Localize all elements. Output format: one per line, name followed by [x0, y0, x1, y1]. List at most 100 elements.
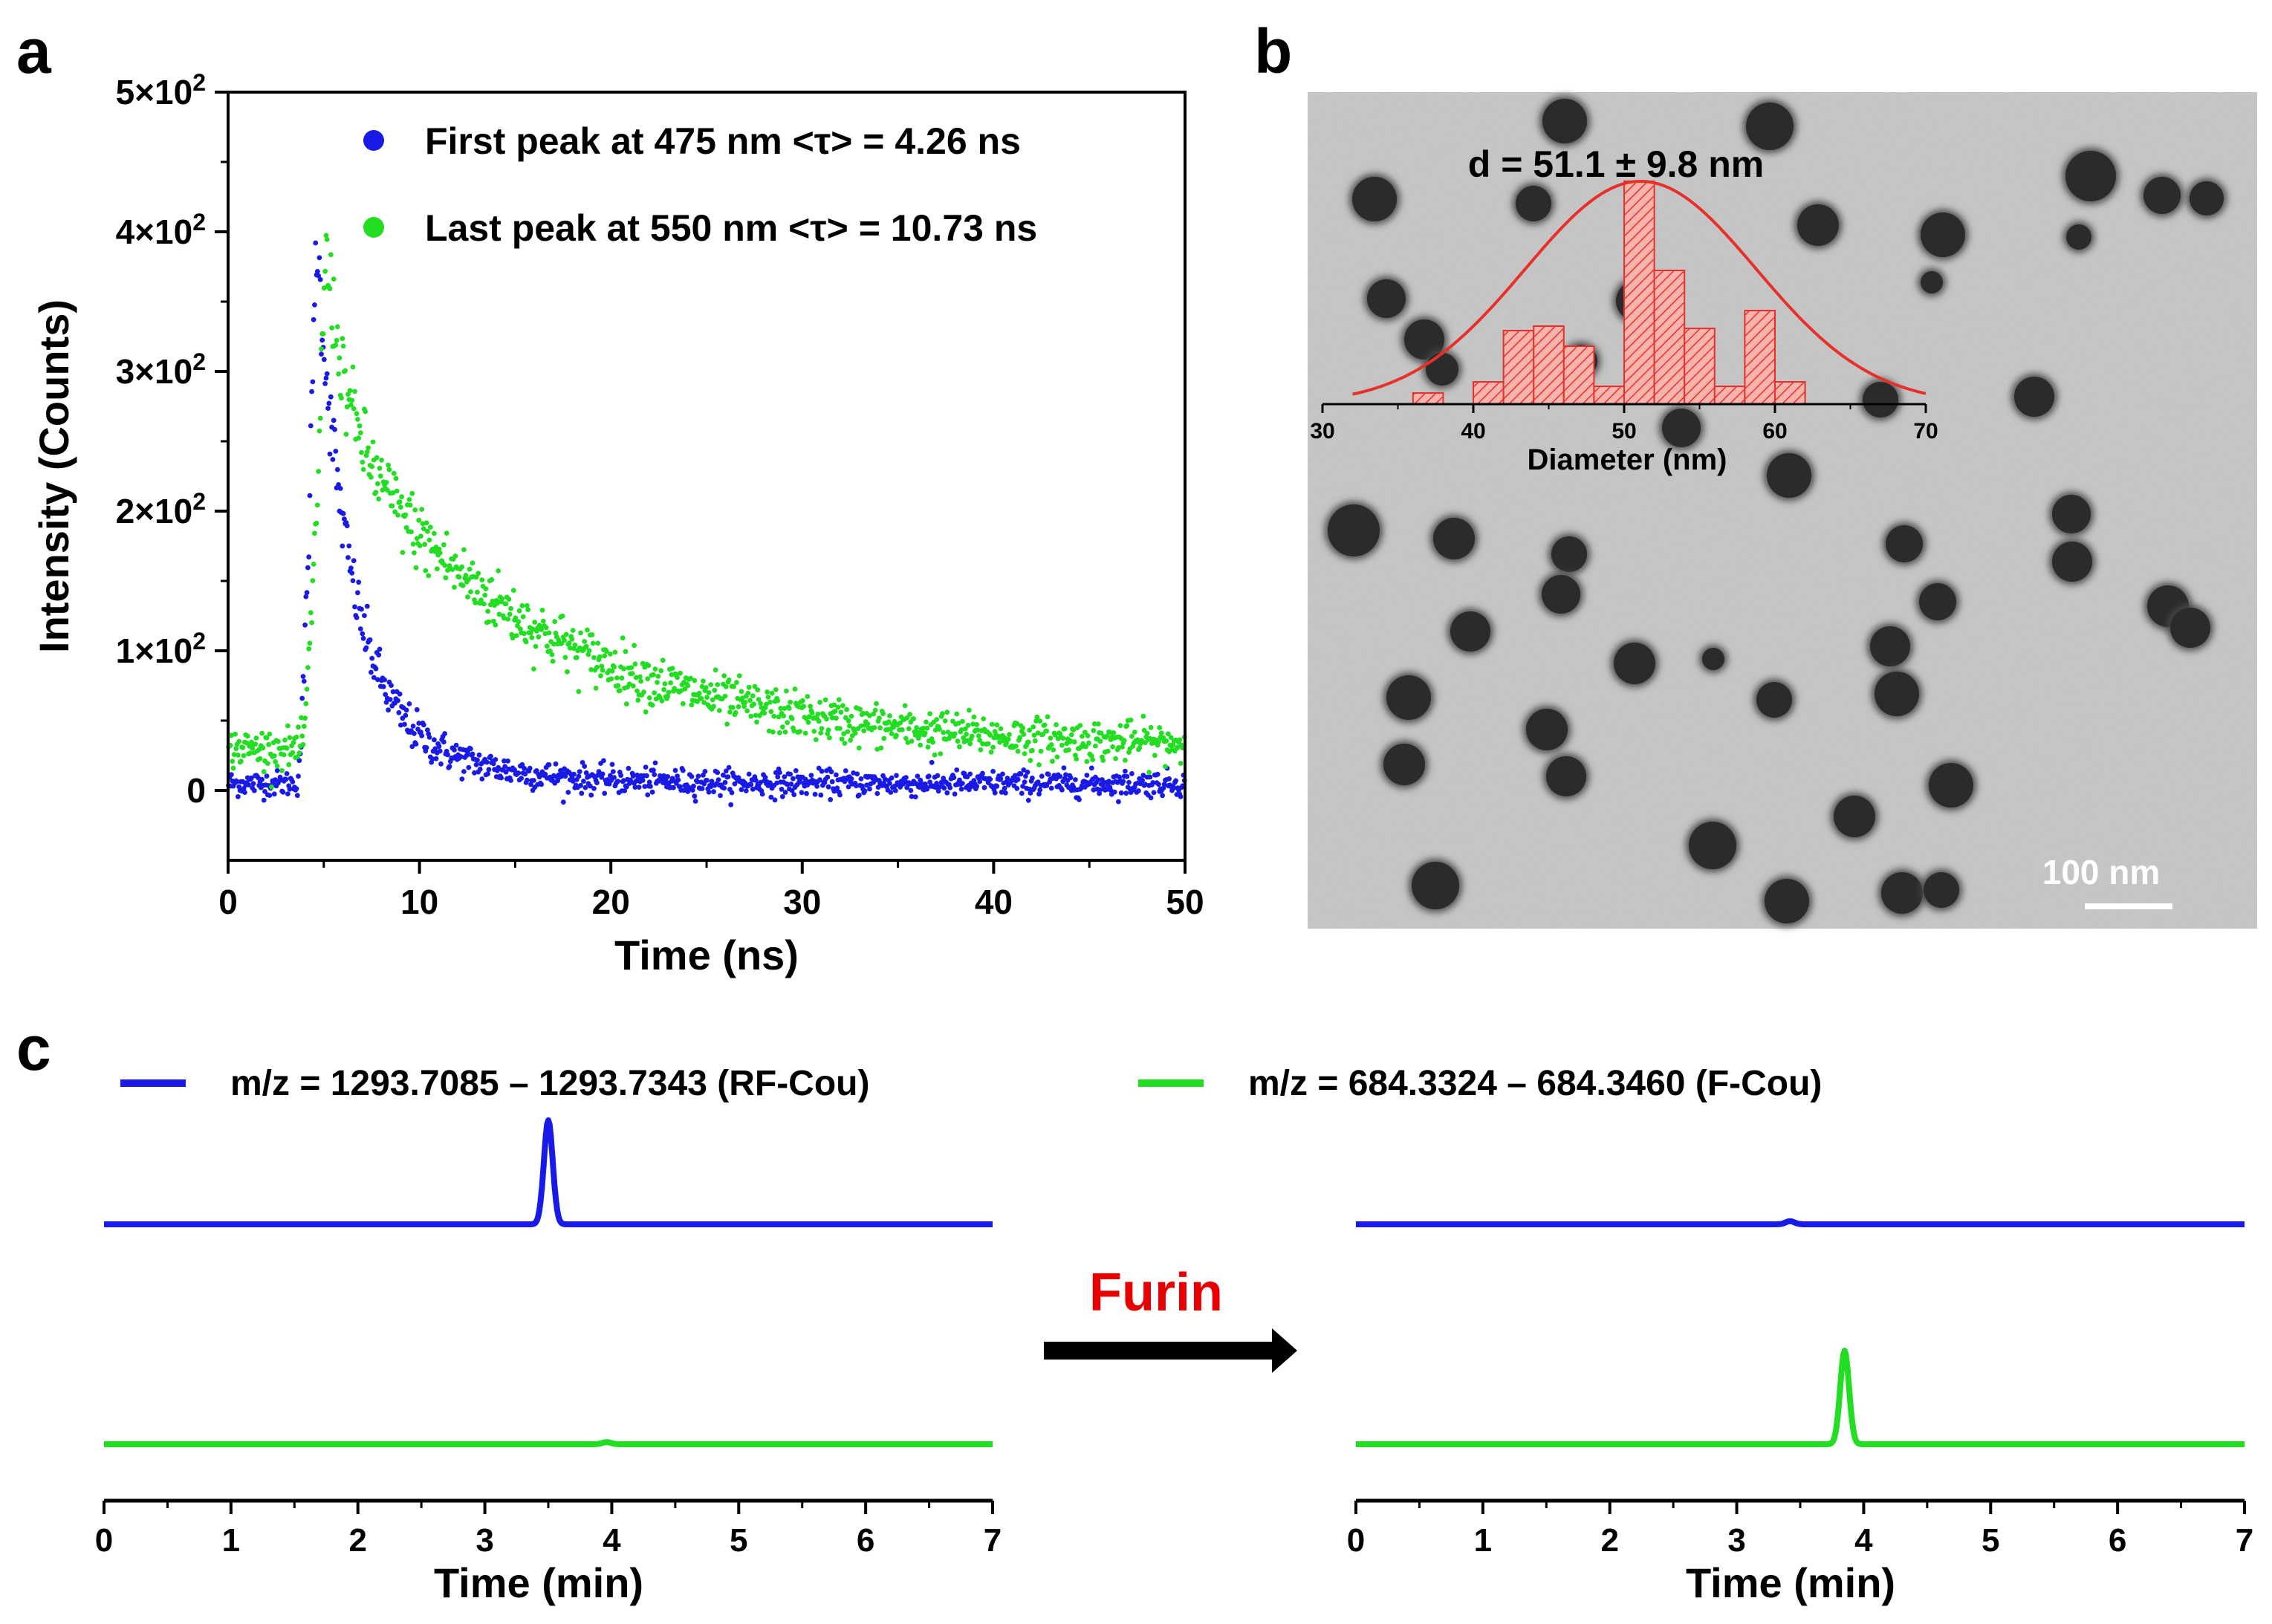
a-point: [330, 457, 336, 462]
a-point: [532, 620, 538, 625]
a-point: [766, 728, 772, 734]
a-point: [937, 727, 942, 732]
a-point: [918, 742, 924, 748]
a-point: [998, 726, 1004, 732]
a-point: [417, 543, 423, 548]
a-point: [461, 547, 467, 553]
a-point: [1003, 790, 1008, 796]
a-point: [1057, 773, 1063, 779]
a-point: [345, 555, 351, 560]
a-point: [303, 701, 309, 707]
a-point: [805, 719, 811, 725]
a-point: [529, 634, 535, 640]
a-point: [476, 571, 481, 576]
a-point: [363, 409, 369, 415]
a-point: [847, 723, 852, 729]
a-point: [533, 643, 539, 649]
a-point: [360, 635, 366, 641]
a-point: [516, 608, 522, 614]
a-point: [724, 721, 730, 727]
a-point: [576, 689, 582, 695]
a-point: [791, 792, 797, 797]
a-point: [874, 701, 879, 707]
a-point: [989, 721, 995, 727]
a-point: [359, 449, 364, 455]
a-point: [293, 786, 299, 791]
a-point: [590, 640, 596, 646]
a-point: [352, 604, 357, 610]
a-point: [441, 739, 447, 745]
a-point: [240, 744, 246, 750]
a-point: [412, 550, 417, 556]
a-point: [324, 371, 330, 377]
a-point: [806, 714, 812, 719]
a-point: [774, 780, 779, 786]
a-point: [758, 779, 763, 785]
a-point: [436, 744, 442, 750]
a-point: [1168, 735, 1174, 741]
a-point: [426, 537, 432, 543]
a-point: [1165, 731, 1171, 737]
nanoparticle: [2014, 377, 2054, 417]
inset-x-tick-label-3: 60: [1762, 419, 1787, 444]
a-point: [935, 773, 941, 779]
a-point: [792, 686, 798, 692]
nanoparticle: [1886, 525, 1923, 562]
a-point: [267, 731, 273, 737]
tem-nanoparticles: [1325, 96, 2227, 926]
a-point: [646, 695, 652, 701]
a-point: [496, 764, 502, 770]
a-point: [1060, 735, 1066, 741]
a-point: [362, 613, 367, 618]
a-point: [889, 731, 895, 736]
a-point: [452, 585, 457, 590]
a-point: [768, 794, 774, 800]
a-point: [601, 758, 606, 764]
a-point: [744, 708, 750, 714]
a-point: [1073, 777, 1078, 782]
a-point: [665, 774, 671, 779]
a-point: [1100, 758, 1106, 763]
a-point: [736, 673, 742, 678]
a-point: [739, 689, 744, 695]
c-left-chromatogram: 0 1 2 3 4 5 6 7: [95, 1117, 1002, 1559]
c-left-x-tick-label-2: 2: [348, 1522, 366, 1559]
a-point: [892, 783, 898, 789]
a-point: [858, 723, 864, 729]
a-point: [1090, 757, 1095, 762]
a-point: [1021, 732, 1027, 737]
a-point: [987, 733, 993, 738]
a-point: [394, 488, 400, 494]
a-point: [383, 692, 389, 698]
a-point: [909, 738, 915, 744]
a-point: [395, 513, 400, 518]
a-point: [643, 709, 649, 715]
a-point: [231, 752, 237, 757]
a-point: [316, 273, 321, 279]
nanoparticle: [1450, 611, 1490, 652]
a-point: [638, 678, 643, 684]
a-point: [702, 769, 708, 774]
a-point: [801, 704, 806, 709]
a-point: [799, 698, 805, 704]
furin-arrow-head: [1272, 1328, 1297, 1373]
a-point: [839, 736, 845, 742]
inset-bar-6: [1623, 181, 1655, 405]
c-left-x-tick-label-5: 5: [730, 1522, 747, 1559]
a-point: [680, 701, 686, 707]
inset-x-tick-label-2: 50: [1612, 419, 1636, 444]
a-point: [1036, 791, 1042, 797]
a-point: [331, 276, 337, 282]
a-point: [769, 690, 775, 696]
a-point: [699, 683, 705, 689]
a-point: [892, 787, 898, 793]
a-point: [307, 493, 313, 498]
a-point: [658, 668, 664, 674]
a-point: [975, 727, 981, 733]
a-point: [389, 683, 394, 688]
nanoparticle: [1921, 212, 1965, 257]
a-point: [912, 794, 918, 799]
a-point: [317, 415, 323, 421]
c-left-trace-1: [102, 1439, 995, 1447]
panel-c-chromatograms: m/z = 1293.7085 – 1293.7343 (RF-Cou) m/z…: [95, 1064, 2253, 1606]
